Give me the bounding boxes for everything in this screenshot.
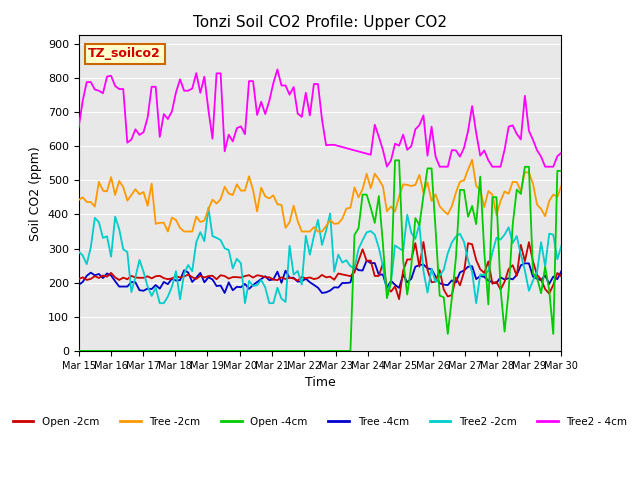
Text: TZ_soilco2: TZ_soilco2 [88, 48, 161, 60]
Title: Tonzi Soil CO2 Profile: Upper CO2: Tonzi Soil CO2 Profile: Upper CO2 [193, 15, 447, 30]
Y-axis label: Soil CO2 (ppm): Soil CO2 (ppm) [29, 146, 42, 240]
Legend: Open -2cm, Tree -2cm, Open -4cm, Tree -4cm, Tree2 -2cm, Tree2 - 4cm: Open -2cm, Tree -2cm, Open -4cm, Tree -4… [8, 413, 632, 431]
X-axis label: Time: Time [305, 376, 335, 389]
